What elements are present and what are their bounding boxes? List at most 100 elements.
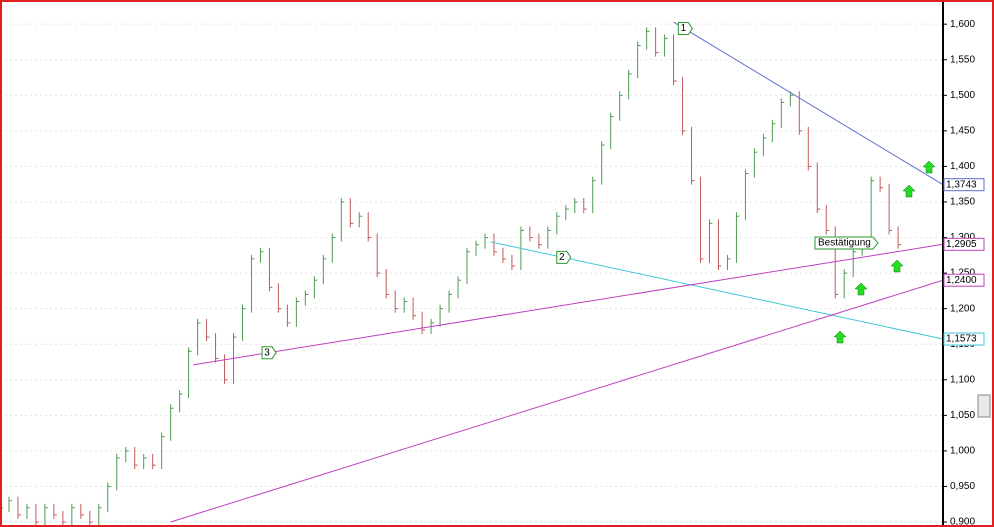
bar bbox=[475, 240, 479, 256]
bar bbox=[502, 247, 506, 263]
bar bbox=[250, 254, 255, 313]
scrollbar[interactable] bbox=[977, 394, 991, 418]
bar bbox=[538, 233, 542, 249]
price-marker: 1,3743 bbox=[946, 179, 977, 190]
bar bbox=[403, 297, 408, 313]
bar bbox=[304, 290, 309, 306]
price-marker-box bbox=[943, 178, 985, 192]
bar bbox=[628, 69, 632, 100]
bar bbox=[744, 169, 749, 221]
y-tick-label: 1,050 bbox=[950, 410, 975, 421]
bar bbox=[295, 297, 300, 327]
bar bbox=[331, 233, 336, 263]
trendline bbox=[170, 279, 944, 523]
bar bbox=[125, 446, 129, 463]
bar bbox=[376, 233, 381, 278]
trendline bbox=[673, 21, 944, 186]
tag-box bbox=[677, 22, 693, 36]
price-marker-box bbox=[943, 237, 985, 251]
y-tick-label: 1,000 bbox=[950, 446, 975, 457]
arrow bbox=[854, 282, 868, 296]
arrow bbox=[833, 330, 847, 344]
bar bbox=[547, 226, 551, 249]
bar bbox=[259, 247, 264, 263]
bar bbox=[448, 290, 453, 313]
axis-strip bbox=[943, 0, 994, 527]
bar bbox=[529, 226, 533, 242]
annotation-box bbox=[814, 236, 879, 250]
bar bbox=[107, 482, 111, 512]
annotation: Bestätigung bbox=[818, 238, 871, 249]
bar bbox=[646, 27, 650, 50]
y-tick-label: 1,600 bbox=[950, 19, 975, 30]
bar bbox=[134, 446, 138, 470]
price-marker-box bbox=[943, 273, 985, 287]
arrow bbox=[890, 259, 904, 273]
bar bbox=[825, 205, 830, 235]
bar bbox=[457, 276, 462, 299]
y-tick-label: 1,500 bbox=[950, 90, 975, 101]
price-marker: 1,2905 bbox=[946, 239, 977, 250]
bar bbox=[879, 176, 884, 192]
y-axis: 0,9000,9501,0001,0501,1001,1501,2001,250… bbox=[943, 19, 985, 527]
bar bbox=[8, 496, 12, 512]
bar bbox=[610, 112, 614, 150]
bar bbox=[349, 197, 354, 228]
bar bbox=[789, 91, 794, 107]
bar bbox=[762, 133, 767, 157]
bar bbox=[161, 432, 165, 470]
bar bbox=[394, 290, 399, 313]
bar bbox=[313, 276, 318, 299]
tag-label: 2 bbox=[559, 252, 565, 263]
bar bbox=[116, 454, 120, 491]
price-marker: 1,1573 bbox=[946, 334, 977, 345]
bar bbox=[322, 254, 327, 285]
arrow bbox=[922, 160, 936, 174]
bar bbox=[708, 219, 713, 263]
bar bbox=[286, 304, 291, 327]
bar bbox=[98, 503, 102, 527]
bar bbox=[673, 34, 677, 86]
bar bbox=[62, 510, 66, 527]
bar bbox=[493, 233, 497, 256]
bar bbox=[691, 126, 695, 185]
bar bbox=[771, 119, 776, 142]
bar bbox=[664, 34, 668, 57]
bar bbox=[897, 226, 902, 249]
bar bbox=[179, 390, 183, 413]
tag-box bbox=[556, 250, 572, 264]
bar bbox=[619, 91, 623, 121]
trendline bbox=[193, 243, 944, 366]
bar bbox=[798, 91, 803, 135]
bar bbox=[268, 247, 273, 292]
bar bbox=[780, 98, 785, 128]
bar bbox=[89, 510, 93, 527]
bar bbox=[735, 212, 740, 263]
y-tick-label: 1,250 bbox=[950, 268, 975, 279]
bar bbox=[637, 41, 641, 78]
bar bbox=[215, 333, 219, 363]
bar bbox=[206, 318, 210, 342]
bar bbox=[71, 503, 75, 527]
bar bbox=[421, 311, 426, 334]
bar bbox=[700, 176, 704, 263]
bar bbox=[385, 269, 390, 299]
y-tick-label: 1,300 bbox=[950, 232, 975, 243]
bar bbox=[511, 254, 515, 270]
bar bbox=[888, 183, 893, 235]
bar bbox=[367, 212, 372, 242]
trendlines: 1 2 3 Bestätigung bbox=[170, 21, 944, 523]
bar bbox=[340, 197, 345, 242]
tag-box bbox=[261, 346, 277, 360]
bar bbox=[852, 247, 857, 278]
bar bbox=[170, 404, 174, 441]
bar bbox=[17, 496, 21, 519]
bar bbox=[583, 197, 587, 214]
bar bbox=[592, 176, 596, 214]
tag-label: 1 bbox=[681, 23, 687, 34]
bar bbox=[655, 27, 659, 57]
bar bbox=[188, 347, 192, 399]
